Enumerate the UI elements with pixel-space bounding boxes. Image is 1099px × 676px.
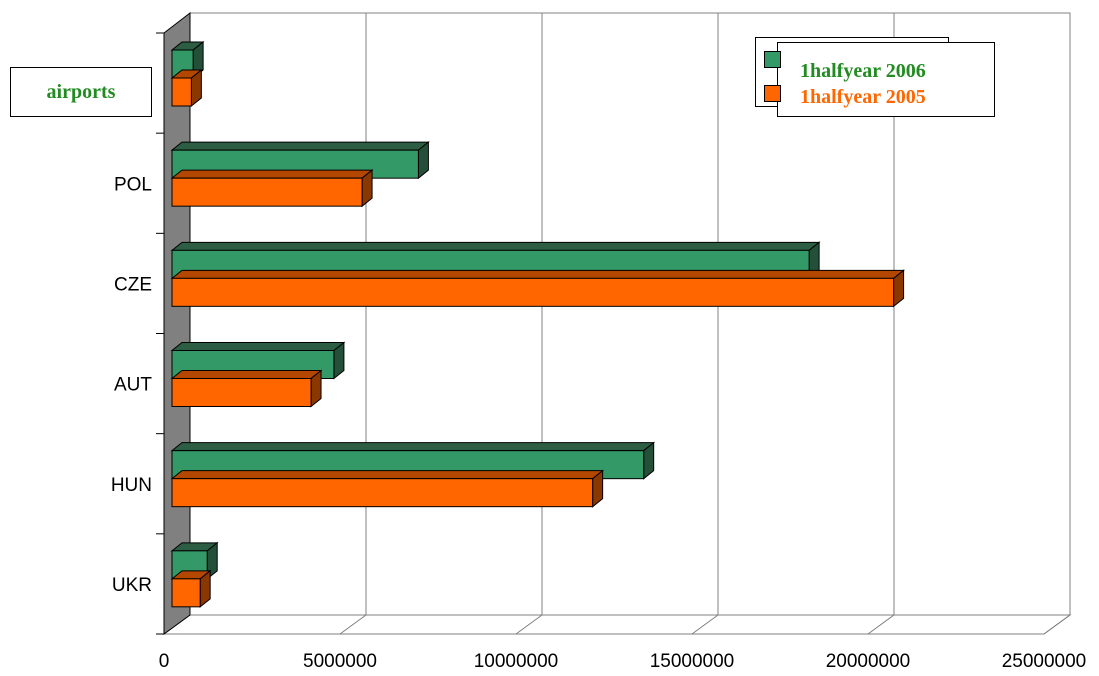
floor-gridline	[691, 614, 719, 635]
legend-swatch-2005	[764, 85, 781, 102]
legend-swatch-2006	[764, 51, 781, 68]
category-title-box: airports	[10, 67, 152, 117]
x-tick-label: 15000000	[650, 651, 735, 672]
category-label: HUN	[111, 475, 152, 496]
x-tick-label: 5000000	[303, 651, 377, 672]
legend-label-2006: 1halfyear 2006	[800, 60, 926, 82]
legend: 1halfyear 2006 1halfyear 2005	[764, 42, 995, 117]
category-label: CZE	[114, 274, 152, 295]
legend-label-2005: 1halfyear 2005	[800, 86, 926, 108]
x-tick-label: 20000000	[826, 651, 911, 672]
bar	[171, 578, 201, 608]
floor-gridline	[867, 614, 895, 635]
bar	[171, 277, 895, 307]
bar	[171, 177, 363, 207]
bar-top-face	[170, 370, 323, 379]
bar	[171, 478, 594, 508]
category-label: POL	[114, 174, 152, 195]
bar-top-face	[170, 442, 656, 452]
bar-top-face	[170, 241, 821, 251]
bar-top-face	[170, 470, 605, 480]
category-label: UKR	[112, 575, 152, 596]
bar	[171, 378, 312, 407]
bar-top-face	[170, 342, 346, 351]
x-tick-label: 25000000	[1002, 651, 1087, 672]
bar-top-face	[170, 141, 430, 151]
category-label: AUT	[114, 375, 152, 396]
chart-floor	[162, 614, 1072, 635]
bar-top-face	[170, 269, 906, 279]
x-tick-label: 0	[159, 651, 170, 672]
floor-gridline	[515, 614, 543, 635]
floor-gridline	[339, 614, 367, 635]
bar	[171, 77, 192, 107]
floor-gridline	[1043, 614, 1071, 635]
x-tick-label: 10000000	[474, 651, 559, 672]
bar-top-face	[170, 169, 374, 179]
